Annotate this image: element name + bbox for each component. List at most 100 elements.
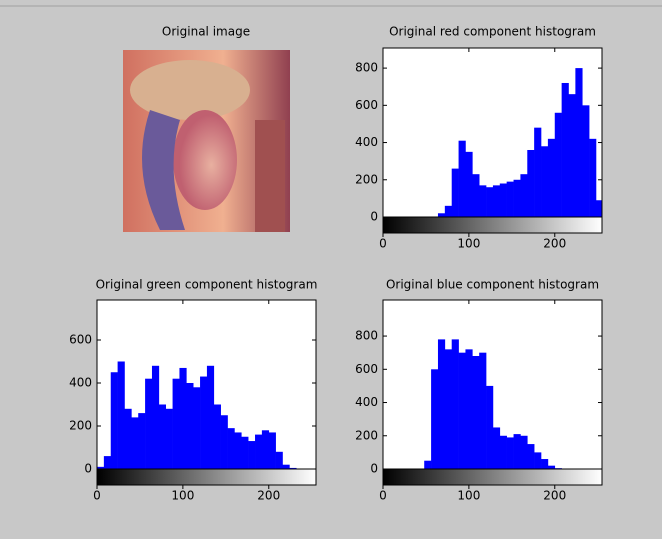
- bar: [514, 434, 521, 469]
- y-tick-label: 800: [355, 329, 378, 343]
- x-tick-label: 0: [93, 489, 101, 503]
- y-tick-label: 400: [355, 395, 378, 409]
- bar: [179, 368, 186, 469]
- x-tick-label: 0: [379, 489, 387, 503]
- bar: [486, 386, 493, 469]
- bar: [214, 404, 221, 469]
- bar: [262, 430, 269, 469]
- page: Original image Original red component his…: [0, 0, 662, 539]
- bar: [166, 409, 173, 469]
- bar: [228, 428, 235, 469]
- bar: [472, 356, 479, 469]
- bar: [193, 387, 200, 469]
- bar: [445, 349, 452, 469]
- y-tick-label: 0: [370, 462, 378, 476]
- bar: [431, 369, 438, 469]
- bar: [520, 174, 527, 217]
- bar: [493, 185, 500, 217]
- bar: [283, 465, 290, 469]
- bar: [424, 461, 431, 469]
- bar: [575, 68, 582, 217]
- bar: [534, 452, 541, 469]
- bar: [118, 361, 125, 469]
- bar: [465, 152, 472, 217]
- bar: [173, 379, 180, 469]
- bar: [152, 366, 159, 469]
- y-tick-label: 0: [84, 462, 92, 476]
- bar: [159, 404, 166, 469]
- bar: [514, 180, 521, 217]
- bar: [582, 105, 589, 217]
- bar: [138, 413, 145, 469]
- bar: [465, 349, 472, 469]
- bar: [500, 436, 507, 469]
- bar: [131, 417, 138, 469]
- bar: [479, 353, 486, 469]
- bar: [520, 436, 527, 469]
- y-tick-label: 800: [355, 61, 378, 75]
- x-tick-label: 100: [457, 237, 480, 251]
- axes-title: Original green component histogram: [96, 278, 318, 292]
- bar: [507, 437, 514, 469]
- bar: [186, 383, 193, 469]
- bar: [207, 366, 214, 469]
- bar: [459, 353, 466, 469]
- bar: [493, 427, 500, 469]
- bar: [452, 169, 459, 217]
- y-tick-label: 400: [69, 375, 92, 389]
- y-tick-label: 0: [370, 210, 378, 224]
- y-tick-label: 400: [355, 135, 378, 149]
- bar: [459, 141, 466, 217]
- bar: [569, 94, 576, 217]
- bar: [248, 441, 255, 469]
- bar: [500, 183, 507, 217]
- bar: [124, 409, 131, 469]
- bar: [472, 174, 479, 217]
- x-tick-label: 100: [457, 489, 480, 503]
- bar: [548, 139, 555, 217]
- bar: [200, 377, 207, 469]
- bar: [541, 146, 548, 217]
- gray-colorbar: [97, 469, 316, 485]
- axes-title: Original red component histogram: [389, 25, 596, 39]
- bar: [452, 339, 459, 469]
- bar: [555, 113, 562, 217]
- bar: [111, 372, 118, 469]
- bar: [534, 128, 541, 217]
- bar: [562, 83, 569, 217]
- bar: [541, 459, 548, 469]
- bar: [445, 206, 452, 217]
- bar: [479, 185, 486, 217]
- y-tick-label: 200: [69, 418, 92, 432]
- x-tick-label: 200: [543, 489, 566, 503]
- gray-colorbar: [383, 217, 602, 233]
- image-title: Original image: [162, 25, 250, 39]
- bar: [234, 432, 241, 469]
- y-tick-label: 600: [355, 98, 378, 112]
- bar: [438, 339, 445, 469]
- bar: [221, 415, 228, 469]
- bar: [527, 444, 534, 469]
- gray-colorbar: [383, 469, 602, 485]
- bar: [527, 150, 534, 217]
- axes-title: Original blue component histogram: [386, 278, 599, 292]
- bar: [241, 437, 248, 469]
- bar: [276, 452, 283, 469]
- y-tick-label: 200: [355, 428, 378, 442]
- bar: [145, 379, 152, 469]
- y-tick-label: 600: [69, 332, 92, 346]
- x-tick-label: 200: [257, 489, 280, 503]
- bar: [269, 432, 276, 469]
- bar: [486, 187, 493, 217]
- bar: [104, 456, 111, 469]
- bar: [255, 435, 262, 469]
- figure: Original image Original red component his…: [0, 0, 662, 539]
- bar: [589, 139, 596, 217]
- bar: [438, 213, 445, 217]
- x-tick-label: 100: [171, 489, 194, 503]
- photo: [123, 50, 290, 232]
- y-tick-label: 200: [355, 172, 378, 186]
- y-tick-label: 600: [355, 362, 378, 376]
- bar: [507, 182, 514, 217]
- x-tick-label: 200: [543, 237, 566, 251]
